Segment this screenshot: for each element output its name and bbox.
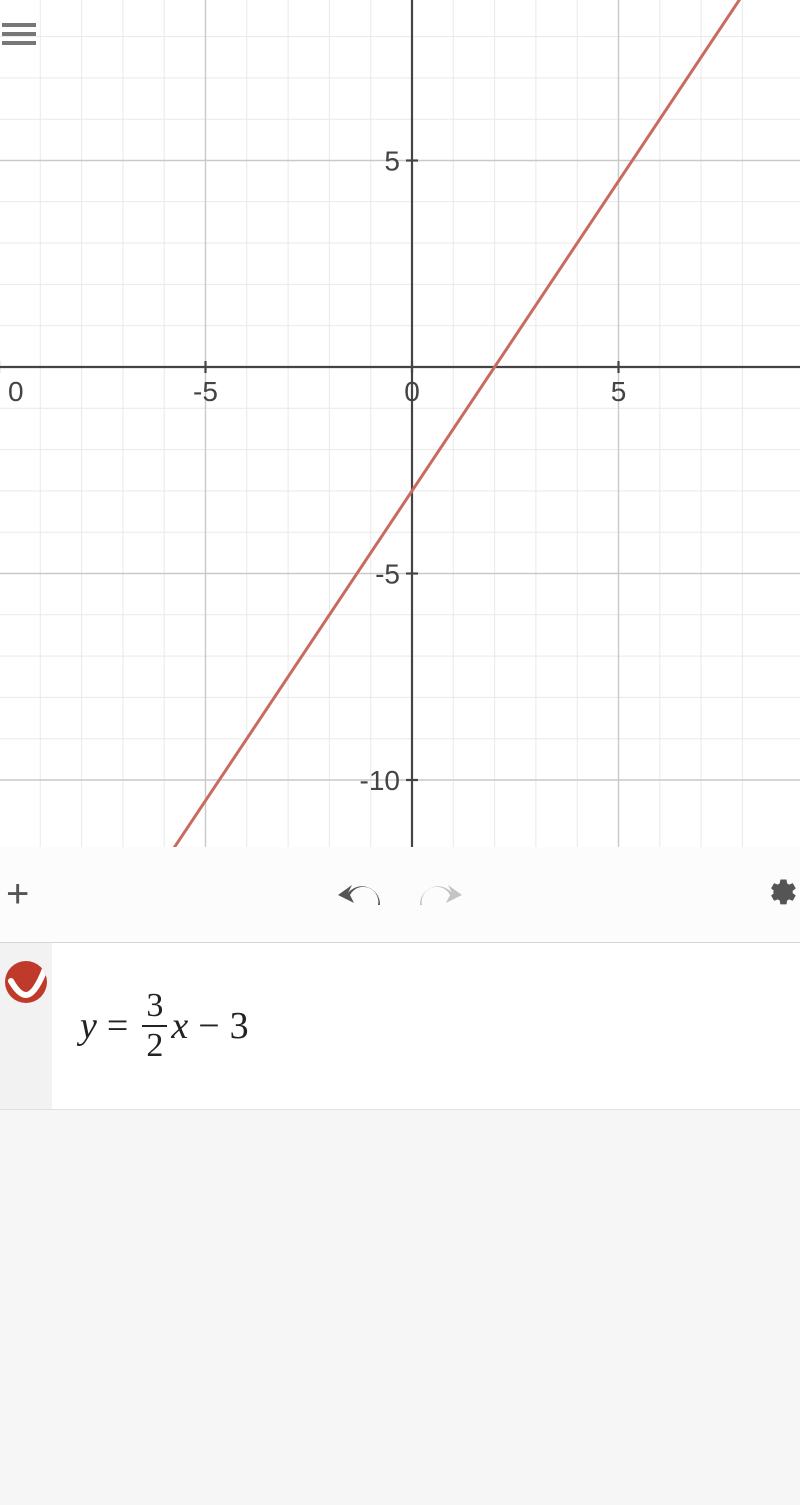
fraction-denominator: 2 bbox=[142, 1027, 167, 1063]
svg-text:0: 0 bbox=[404, 376, 420, 407]
svg-text:-5: -5 bbox=[193, 376, 218, 407]
minus-sign: − bbox=[198, 1004, 219, 1048]
undo-icon[interactable] bbox=[336, 877, 386, 913]
graph-canvas[interactable]: 0 -5 0 5 5 -5 -10 bbox=[0, 0, 800, 847]
svg-text:0: 0 bbox=[8, 376, 24, 407]
expression-handle[interactable] bbox=[0, 943, 52, 1109]
expression-input[interactable]: y = 3 2 x − 3 bbox=[52, 943, 800, 1109]
redo-icon[interactable] bbox=[414, 877, 464, 913]
svg-text:-10: -10 bbox=[360, 765, 400, 796]
expression-row[interactable]: y = 3 2 x − 3 bbox=[0, 943, 800, 1110]
toolbar: + bbox=[0, 847, 800, 943]
expression-list-empty[interactable] bbox=[0, 1110, 800, 1505]
menu-icon[interactable] bbox=[2, 18, 42, 48]
svg-text:-5: -5 bbox=[375, 559, 400, 590]
fraction: 3 2 bbox=[142, 989, 167, 1063]
expression-color-circle[interactable] bbox=[5, 961, 47, 1003]
fraction-numerator: 3 bbox=[142, 989, 167, 1027]
var-x: x bbox=[171, 1004, 188, 1048]
svg-text:5: 5 bbox=[384, 146, 400, 177]
var-y: y bbox=[80, 1004, 97, 1048]
add-expression-button[interactable]: + bbox=[6, 872, 29, 917]
constant: 3 bbox=[230, 1004, 249, 1048]
equals-sign: = bbox=[107, 1004, 128, 1048]
settings-icon[interactable] bbox=[760, 868, 800, 921]
svg-text:5: 5 bbox=[611, 376, 627, 407]
